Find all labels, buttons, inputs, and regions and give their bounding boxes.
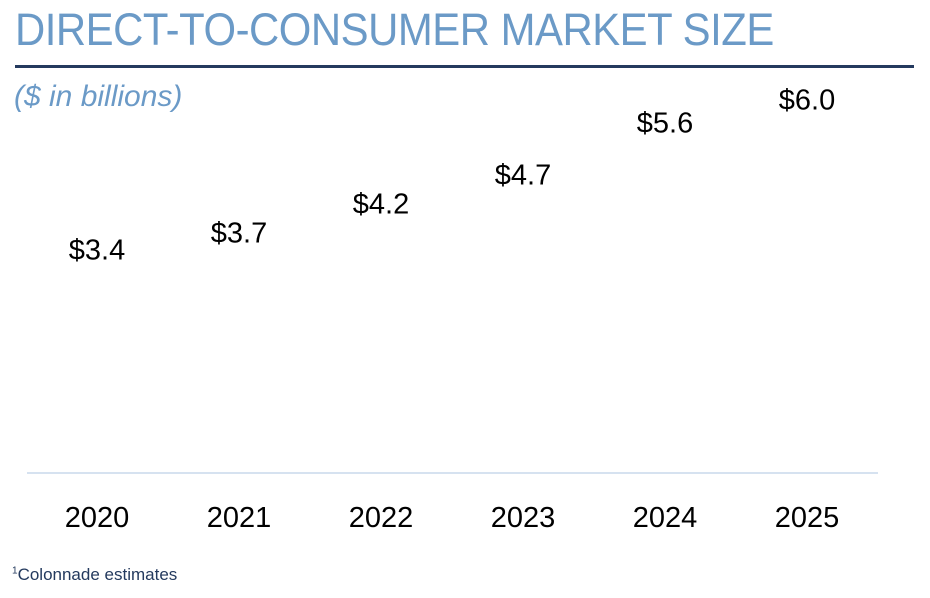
x-tick-label-2021: 2021	[207, 502, 272, 534]
bar-2025	[747, 146, 867, 463]
chart-subtitle: ($ in billions)	[14, 80, 183, 113]
page-title: DIRECT-TO-CONSUMER MARKET SIZE	[15, 4, 774, 55]
x-tick-label-2022: 2022	[349, 502, 414, 534]
data-label-2024: $5.6	[637, 108, 693, 140]
bar-2021	[179, 278, 299, 463]
data-label-2022: $4.2	[353, 189, 409, 221]
footnote-marker: 1	[12, 565, 18, 577]
bar-photo-fill	[0, 100, 930, 480]
bar-2024	[605, 169, 725, 463]
x-tick-label-2020: 2020	[65, 502, 130, 534]
bar-2022	[321, 250, 441, 463]
data-label-2020: $3.4	[69, 235, 125, 267]
x-tick-label-2023: 2023	[491, 502, 556, 534]
data-label-2021: $3.7	[211, 217, 267, 249]
footnote-text: Colonnade estimates	[17, 565, 178, 584]
x-tick-label-2024: 2024	[633, 502, 698, 534]
bar-2020	[37, 296, 157, 463]
bar-2023	[463, 221, 583, 463]
title-divider	[15, 65, 914, 68]
x-tick-label-2025: 2025	[775, 502, 840, 534]
footnote: 1Colonnade estimates	[12, 565, 177, 585]
data-label-2025: $6.0	[779, 85, 835, 117]
data-label-2023: $4.7	[495, 160, 551, 192]
